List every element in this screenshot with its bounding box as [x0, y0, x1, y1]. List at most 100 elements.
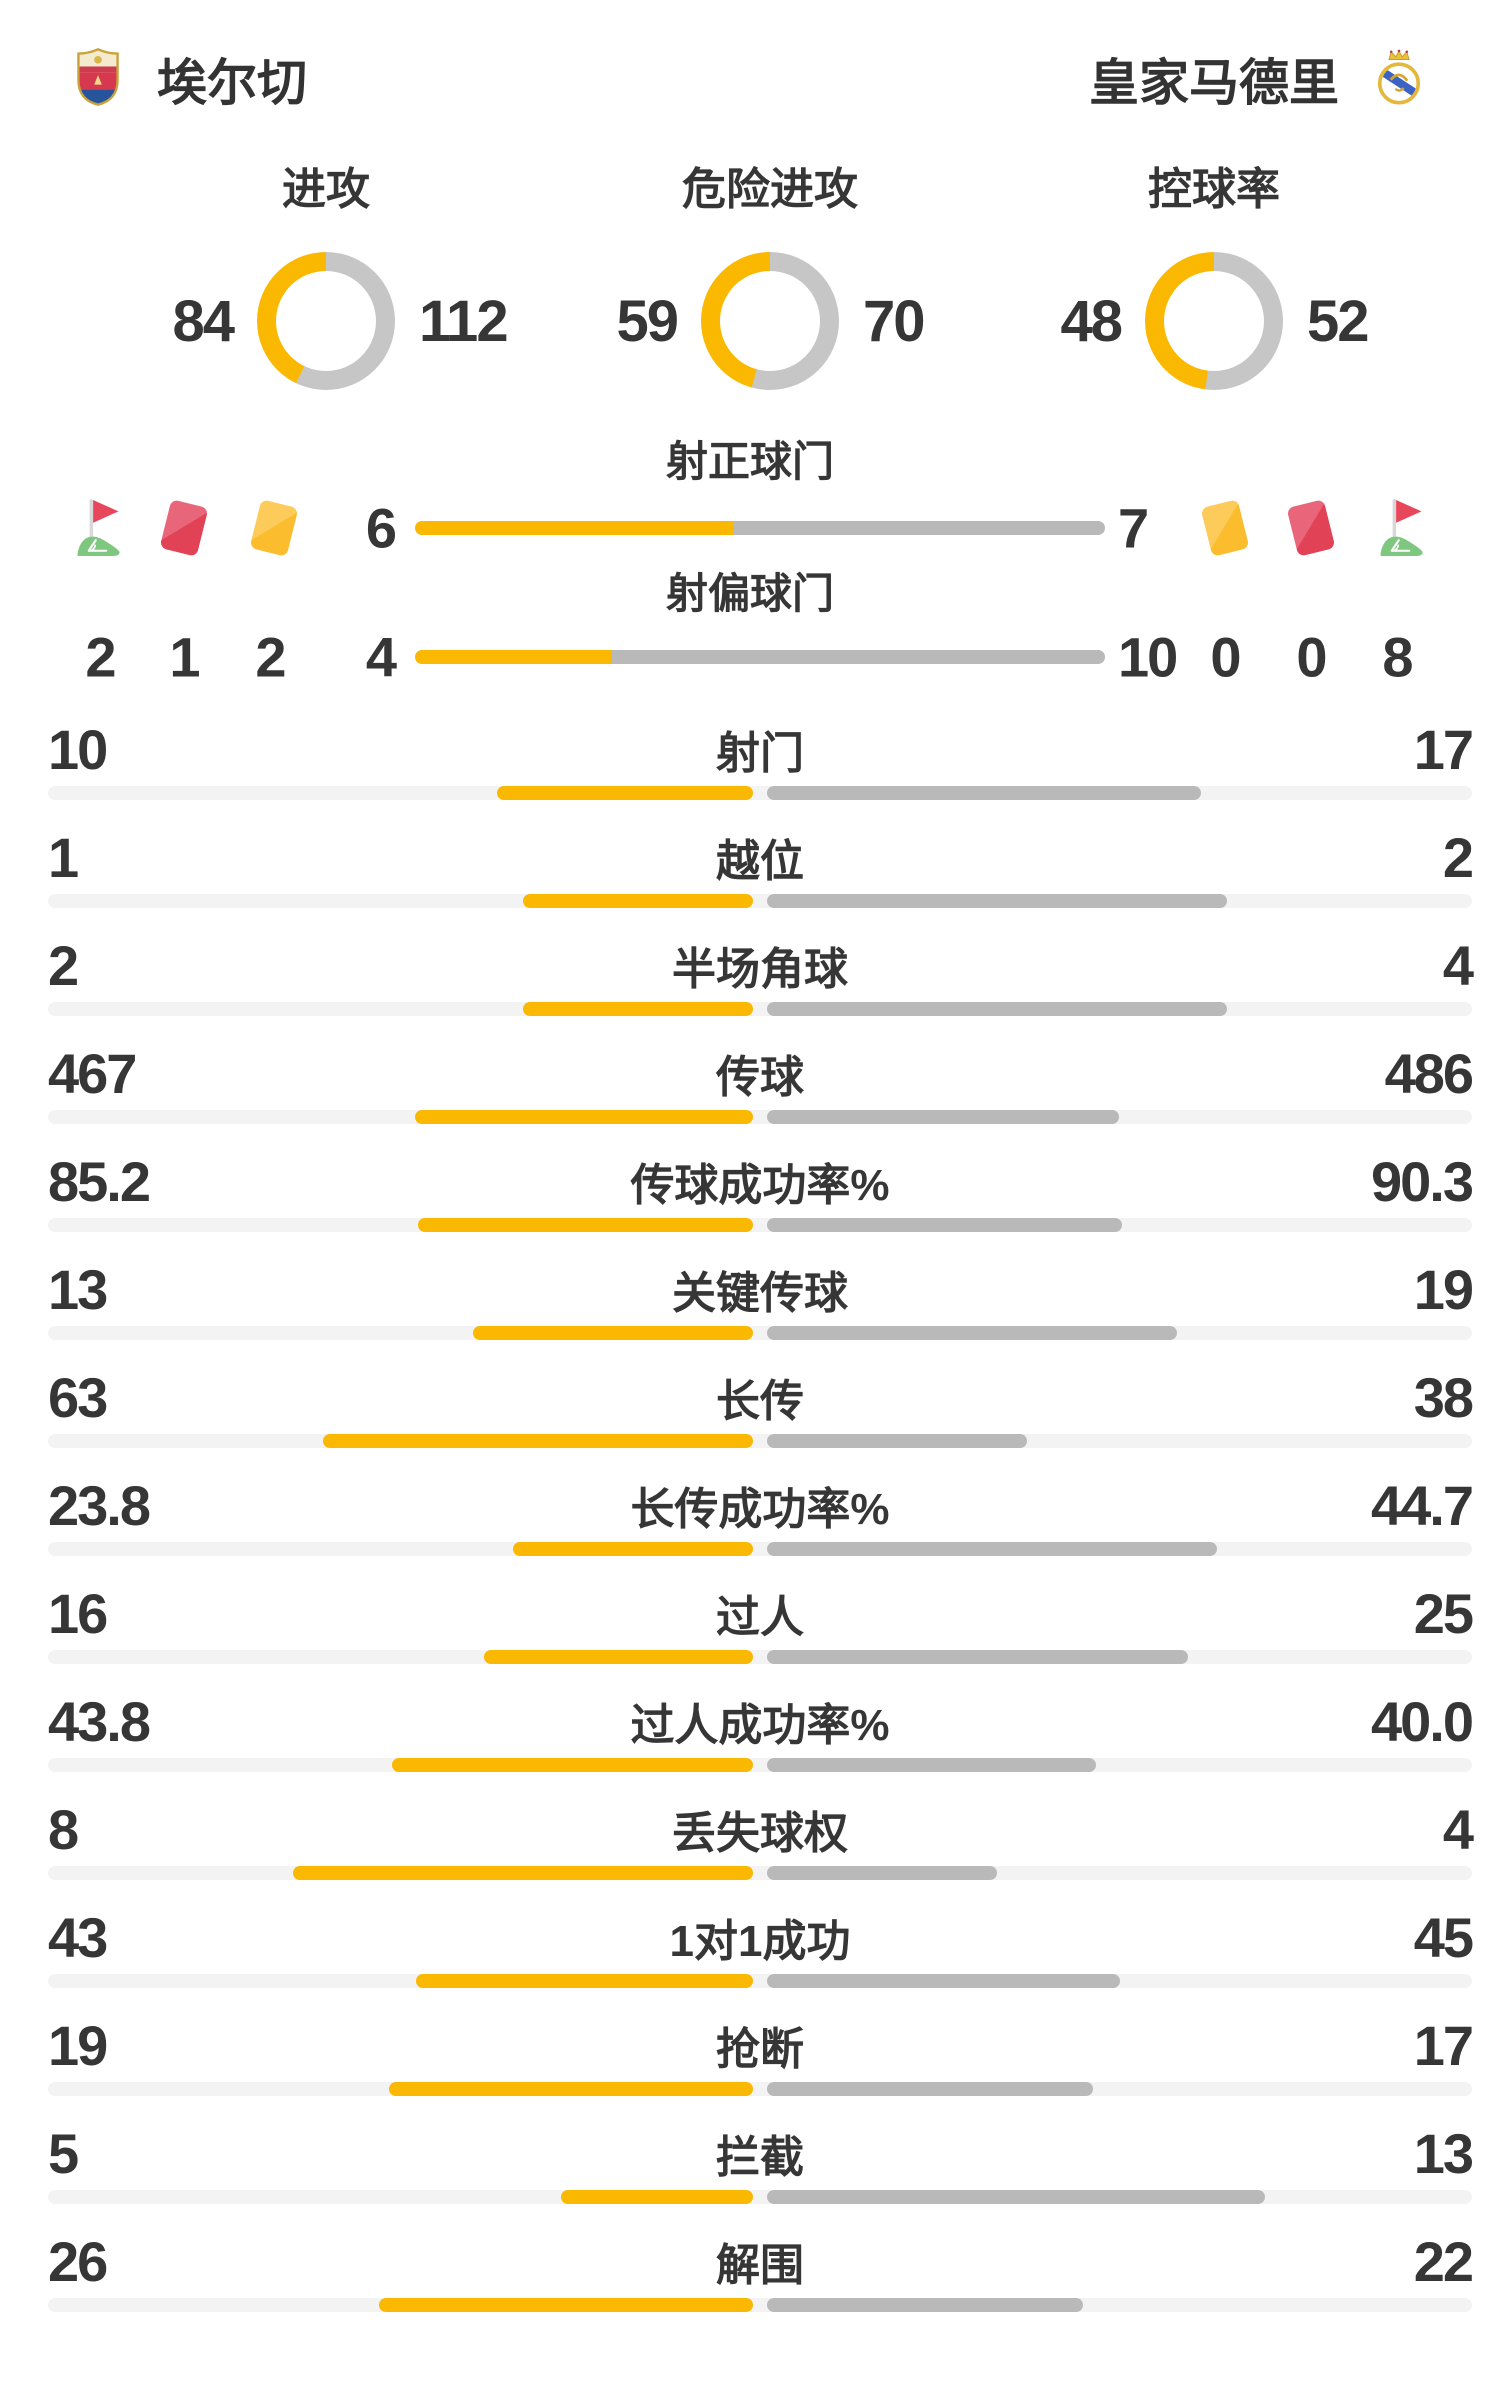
- stat-bar-track: [48, 2298, 1472, 2312]
- stat-home-value: 43: [48, 1905, 108, 1969]
- stat-bar-track: [48, 2082, 1472, 2096]
- stat-label: 越位: [716, 837, 804, 886]
- donut-attacks-title: 进攻: [282, 165, 370, 214]
- home-yellow-cards-value: 2: [255, 625, 286, 689]
- stat-label: 拦截: [716, 2133, 804, 2182]
- away-team-name: 皇家马德里: [1089, 55, 1339, 111]
- home-corners-value: 2: [85, 625, 116, 689]
- stat-bar-track: [48, 1002, 1472, 1016]
- stat-bar-home: [483, 1650, 753, 1664]
- stat-bar-home: [523, 894, 753, 908]
- stat-row: 26 解围 22: [48, 2230, 1474, 2312]
- stat-away-value: 19: [1413, 1257, 1474, 1321]
- stat-bar-track: [48, 1758, 1472, 1772]
- stat-bar-home: [392, 1758, 753, 1772]
- stat-row: 5 拦截 13: [48, 2122, 1474, 2204]
- shots-on-target-home-value: 6: [365, 496, 397, 560]
- stat-bar-home: [561, 2190, 753, 2204]
- stat-row: 2 半场角球 4: [48, 934, 1474, 1016]
- stat-label: 过人成功率%: [630, 1701, 890, 1750]
- stat-bar-home: [523, 1002, 753, 1016]
- shots-off-target-bar: [415, 650, 1105, 664]
- corner-flag-icon: [1369, 495, 1425, 561]
- stat-home-value: 467: [48, 1041, 137, 1105]
- stat-bar-home: [513, 1542, 753, 1556]
- stat-away-value: 38: [1413, 1365, 1474, 1429]
- stat-bar-home: [388, 2082, 753, 2096]
- stat-away-value: 40.0: [1371, 1689, 1474, 1753]
- stat-bar-track: [48, 1542, 1472, 1556]
- stat-row: 19 抢断 17: [48, 2014, 1474, 2096]
- stat-bar-away: [767, 1974, 1120, 1988]
- stat-away-value: 44.7: [1371, 1473, 1474, 1537]
- shots-on-target-bar: [415, 521, 1105, 535]
- shots-on-target-bar-away: [733, 521, 1105, 535]
- stat-row: 16 过人 25: [48, 1582, 1474, 1664]
- donut-dangerous-attacks-home-value: 59: [616, 288, 679, 354]
- donut-charts: 进攻 84 112 危险进攻 59 70 控球率 48 52: [0, 168, 1500, 390]
- stat-away-value: 4: [1442, 933, 1474, 997]
- stat-away-value: 17: [1413, 717, 1474, 781]
- stat-bar-away: [767, 2298, 1084, 2312]
- donut-possession: 控球率 48 52: [992, 168, 1436, 390]
- stat-bar-track: [48, 1326, 1472, 1340]
- donut-possession-away-value: 52: [1307, 288, 1370, 354]
- stat-row: 10 射门 17: [48, 718, 1474, 800]
- stat-bar-home: [418, 1218, 753, 1232]
- shots-off-target-home-value: 4: [365, 625, 397, 689]
- stat-label: 长传: [716, 1377, 804, 1426]
- stat-bar-away: [767, 1542, 1218, 1556]
- stats-list: 10 射门 17 1 越位 2 2 半场角球 4: [0, 718, 1500, 2312]
- away-team-logo-icon: [1377, 48, 1421, 111]
- stat-home-value: 1: [48, 825, 79, 889]
- stat-home-value: 85.2: [48, 1149, 151, 1213]
- stat-label: 解围: [716, 2241, 804, 2290]
- stat-home-value: 19: [48, 2013, 108, 2077]
- stat-bar-home: [497, 786, 753, 800]
- away-yellow-cards-value: 0: [1210, 625, 1241, 689]
- stat-bar-away: [767, 786, 1202, 800]
- stat-away-value: 17: [1413, 2013, 1474, 2077]
- stat-label: 关键传球: [672, 1269, 848, 1318]
- donut-dangerous-attacks-ring: [701, 252, 839, 390]
- stat-row: 23.8 长传成功率% 44.7: [48, 1474, 1474, 1556]
- match-header: 埃尔切 皇家马德里: [0, 46, 1500, 112]
- stat-bar-away: [767, 1002, 1227, 1016]
- yellow-card-icon: [246, 495, 302, 561]
- stat-bar-home: [293, 1866, 753, 1880]
- stat-away-value: 22: [1413, 2229, 1474, 2293]
- stat-bar-track: [48, 786, 1472, 800]
- stat-home-value: 43.8: [48, 1689, 151, 1753]
- donut-possession-home-value: 48: [1060, 288, 1123, 354]
- away-red-cards-value: 0: [1296, 625, 1327, 689]
- stat-bar-track: [48, 1650, 1472, 1664]
- home-red-cards-value: 1: [169, 625, 200, 689]
- donut-attacks-ring: [257, 252, 395, 390]
- stat-bar-track: [48, 1110, 1472, 1124]
- stat-bar-away: [767, 1326, 1177, 1340]
- stat-row: 85.2 传球成功率% 90.3: [48, 1150, 1474, 1232]
- red-card-icon: [156, 495, 212, 561]
- stat-row: 43.8 过人成功率% 40.0: [48, 1690, 1474, 1772]
- stat-bar-away: [767, 1218, 1122, 1232]
- stat-label: 长传成功率%: [630, 1485, 890, 1534]
- stat-label: 丢失球权: [672, 1809, 848, 1858]
- stat-row: 43 1对1成功 45: [48, 1906, 1474, 1988]
- donut-dangerous-attacks: 危险进攻 59 70: [548, 168, 992, 390]
- stat-bar-away: [767, 1650, 1188, 1664]
- stat-bar-track: [48, 1866, 1472, 1880]
- donut-attacks-home-value: 84: [172, 288, 235, 354]
- stat-away-value: 45: [1413, 1905, 1474, 1969]
- stat-row: 467 传球 486: [48, 1042, 1474, 1124]
- red-card-icon: [1283, 495, 1339, 561]
- stat-away-value: 486: [1384, 1041, 1474, 1105]
- donut-possession-ring: [1145, 252, 1283, 390]
- stat-home-value: 5: [48, 2121, 79, 2185]
- stat-bar-track: [48, 1434, 1472, 1448]
- shots-off-target-bar-away: [612, 650, 1105, 664]
- donut-attacks-away-value: 112: [419, 288, 509, 354]
- stat-row: 13 关键传球 19: [48, 1258, 1474, 1340]
- corner-flag-icon: [66, 495, 122, 561]
- stat-bar-away: [767, 894, 1227, 908]
- stat-away-value: 25: [1413, 1581, 1474, 1645]
